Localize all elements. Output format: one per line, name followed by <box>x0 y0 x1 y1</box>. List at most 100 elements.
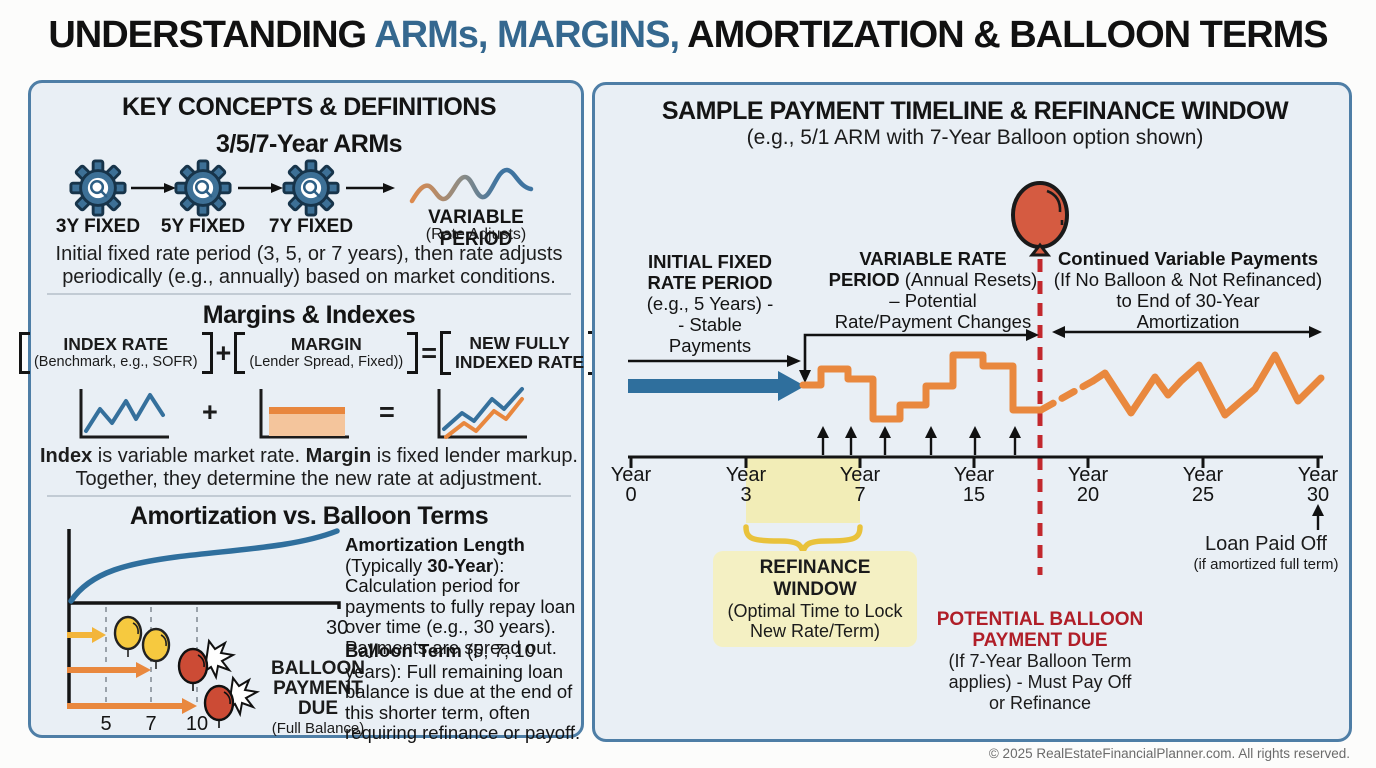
gear-search-icon <box>282 159 340 217</box>
arrow-right-icon <box>131 183 176 193</box>
year-number-0: 0 <box>625 484 637 506</box>
plus-operator: + <box>215 337 232 368</box>
refinance-window-box: REFINANCE WINDOW (Optimal Time to Lock N… <box>713 551 917 647</box>
red-balloon-icon <box>1011 181 1069 257</box>
index-line-chart <box>79 389 169 439</box>
result-term: NEW FULLY INDEXED RATE <box>440 331 600 375</box>
right-panel-subtitle: (e.g., 5/1 ARM with 7-Year Balloon optio… <box>746 126 1204 149</box>
amortization-length-paragraph: Amortization Length (Typically 30-Year):… <box>345 534 581 658</box>
bracket-right <box>407 332 419 374</box>
payment-timeline-panel: SAMPLE PAYMENT TIMELINE & REFINANCE WIND… <box>592 82 1352 742</box>
margin-text: is fixed lender markup. <box>371 445 578 467</box>
year-word: Year <box>610 464 652 486</box>
balloon-due-l5: or Refinance <box>988 693 1092 713</box>
stage-5y-label: 5Y FIXED <box>160 216 246 237</box>
timeline-ticks <box>629 457 1320 468</box>
continued-l2: (If No Balloon & Not Refinanced) <box>1053 269 1323 290</box>
variable-rate-wave-icon <box>409 167 534 204</box>
variable-rate-step-line <box>799 351 1045 423</box>
balloon-payment-due-label: BALLOON PAYMENT DUE (Full Balance) <box>253 659 383 739</box>
equals-operator: = <box>379 397 395 427</box>
page-title: UNDERSTANDING ARMs, MARGINS, AMORTIZATIO… <box>0 14 1376 57</box>
projected-rate-dashed-segment <box>1037 377 1097 414</box>
arms-heading: 3/5/7-Year ARMs <box>215 130 403 158</box>
balloon-term-text: (5, 7, 10 years): Full remaining loan ba… <box>345 640 581 743</box>
arms-description-line2: periodically (e.g., annually) based on m… <box>62 266 556 288</box>
year-tick-label: Year 0 <box>596 465 666 505</box>
section-divider <box>47 293 571 295</box>
initial-fixed-l3: (e.g., 5 Years) - <box>646 293 774 314</box>
year-tick-label: Year 15 <box>939 465 1009 505</box>
gear-search-icon <box>174 159 232 217</box>
title-highlight: ARMs, MARGINS, <box>374 14 680 56</box>
margin-sub: (Lender Spread, Fixed)) <box>249 354 404 370</box>
variable-rate-l2-text: (Annual Resets) <box>899 269 1038 290</box>
result-line1: NEW FULLY <box>469 333 570 353</box>
year-word: Year <box>1067 464 1109 486</box>
timeline-figure <box>628 181 1325 575</box>
year-tick-label: Year 20 <box>1053 465 1123 505</box>
index-text: is variable market rate. <box>92 445 306 467</box>
initial-fixed-l1: INITIAL FIXED <box>647 251 773 272</box>
section-divider <box>47 495 571 497</box>
continued-payments-label: Continued Variable Payments (If No Ballo… <box>1053 248 1323 332</box>
initial-fixed-arrow <box>628 355 801 367</box>
initial-fixed-label: INITIAL FIXED RATE PERIOD (e.g., 5 Years… <box>615 251 805 356</box>
arms-description-line1: Initial fixed rate period (3, 5, or 7 ye… <box>55 243 563 265</box>
potential-balloon-label: POTENTIAL BALLOON PAYMENT DUE (If 7-Year… <box>925 609 1155 714</box>
variable-period-bracket-arrow <box>799 329 1039 383</box>
balloon-due-red2: PAYMENT DUE <box>972 630 1108 651</box>
balloon-term-arrow-7 <box>67 662 151 678</box>
balloon-term-arrow-5 <box>67 627 106 643</box>
annual-reset-arrows <box>821 437 1017 455</box>
balloon-due-line1: BALLOON <box>271 658 365 679</box>
amortization-heading: Amortization vs. Balloon Terms <box>129 502 489 530</box>
amort-length-bold: Amortization Length <box>345 534 525 555</box>
result-line2: INDEXED RATE <box>455 352 585 372</box>
rate-formula: INDEX RATE (Benchmark, e.g., SOFR) + MAR… <box>18 331 600 375</box>
year-number-25: 25 <box>1191 484 1215 506</box>
arrow-right-icon <box>238 183 283 193</box>
stage-3y-label: 3Y FIXED <box>55 216 141 237</box>
bracket-left <box>440 331 452 375</box>
balloon-due-l4: applies) - Must Pay Off <box>948 672 1132 692</box>
margins-description-line2: Together, they determine the new rate at… <box>75 468 543 490</box>
refinance-l3: New Rate/Term) <box>749 621 881 641</box>
variable-period-label: VARIABLE PERIOD <box>428 207 524 250</box>
loan-paid-l2: (if amortized full term) <box>1193 556 1339 573</box>
balloon-year-7: 7 <box>145 713 157 735</box>
title-post: AMORTIZATION & BALLOON TERMS <box>679 14 1328 56</box>
bursting-balloon-icon <box>177 638 237 691</box>
index-bold: Index <box>40 445 93 467</box>
copyright-notice: © 2025 RealEstateFinancialPlanner.com. A… <box>988 746 1350 761</box>
loan-paid-off-arrow <box>1312 504 1324 530</box>
margin-block-chart <box>259 389 349 439</box>
year-word: Year <box>953 464 995 486</box>
annual-reset-arrowheads <box>817 426 1021 438</box>
bracket-left <box>234 332 246 374</box>
balloon-due-red1: POTENTIAL BALLOON <box>936 609 1144 630</box>
continued-l4: Amortization <box>1136 311 1240 332</box>
amort-30year-bold: 30-Year <box>427 554 494 576</box>
key-concepts-panel: KEY CONCEPTS & DEFINITIONS 3/5/7-Year AR… <box>18 80 600 743</box>
balloon-due-line2: PAYMENT <box>273 678 363 699</box>
arrow-right-icon <box>346 183 395 193</box>
yellow-balloon-icon <box>113 615 143 657</box>
refinance-l2: (Optimal Time to Lock <box>727 601 903 621</box>
index-rate-sub: (Benchmark, e.g., SOFR) <box>33 354 198 370</box>
fixed-rate-blue-arrow <box>628 371 805 401</box>
year-word: Year <box>1297 464 1339 486</box>
balloon-due-line3: DUE <box>297 698 339 719</box>
title-pre: UNDERSTANDING <box>48 14 375 56</box>
year-tick-label: Year 25 <box>1168 465 1238 505</box>
refinance-l1: REFINANCE WINDOW <box>759 557 871 600</box>
year-number-15: 15 <box>962 484 986 506</box>
balloon-year-10: 10 <box>185 713 209 735</box>
continued-variable-zigzag-line <box>1089 351 1325 419</box>
year-word: Year <box>1182 464 1224 486</box>
plus-operator: + <box>202 397 218 427</box>
year-number-3: 3 <box>740 484 752 506</box>
left-panel-heading: KEY CONCEPTS & DEFINITIONS <box>121 93 497 121</box>
gear-search-icon <box>69 159 127 217</box>
amortization-curve <box>68 528 340 604</box>
